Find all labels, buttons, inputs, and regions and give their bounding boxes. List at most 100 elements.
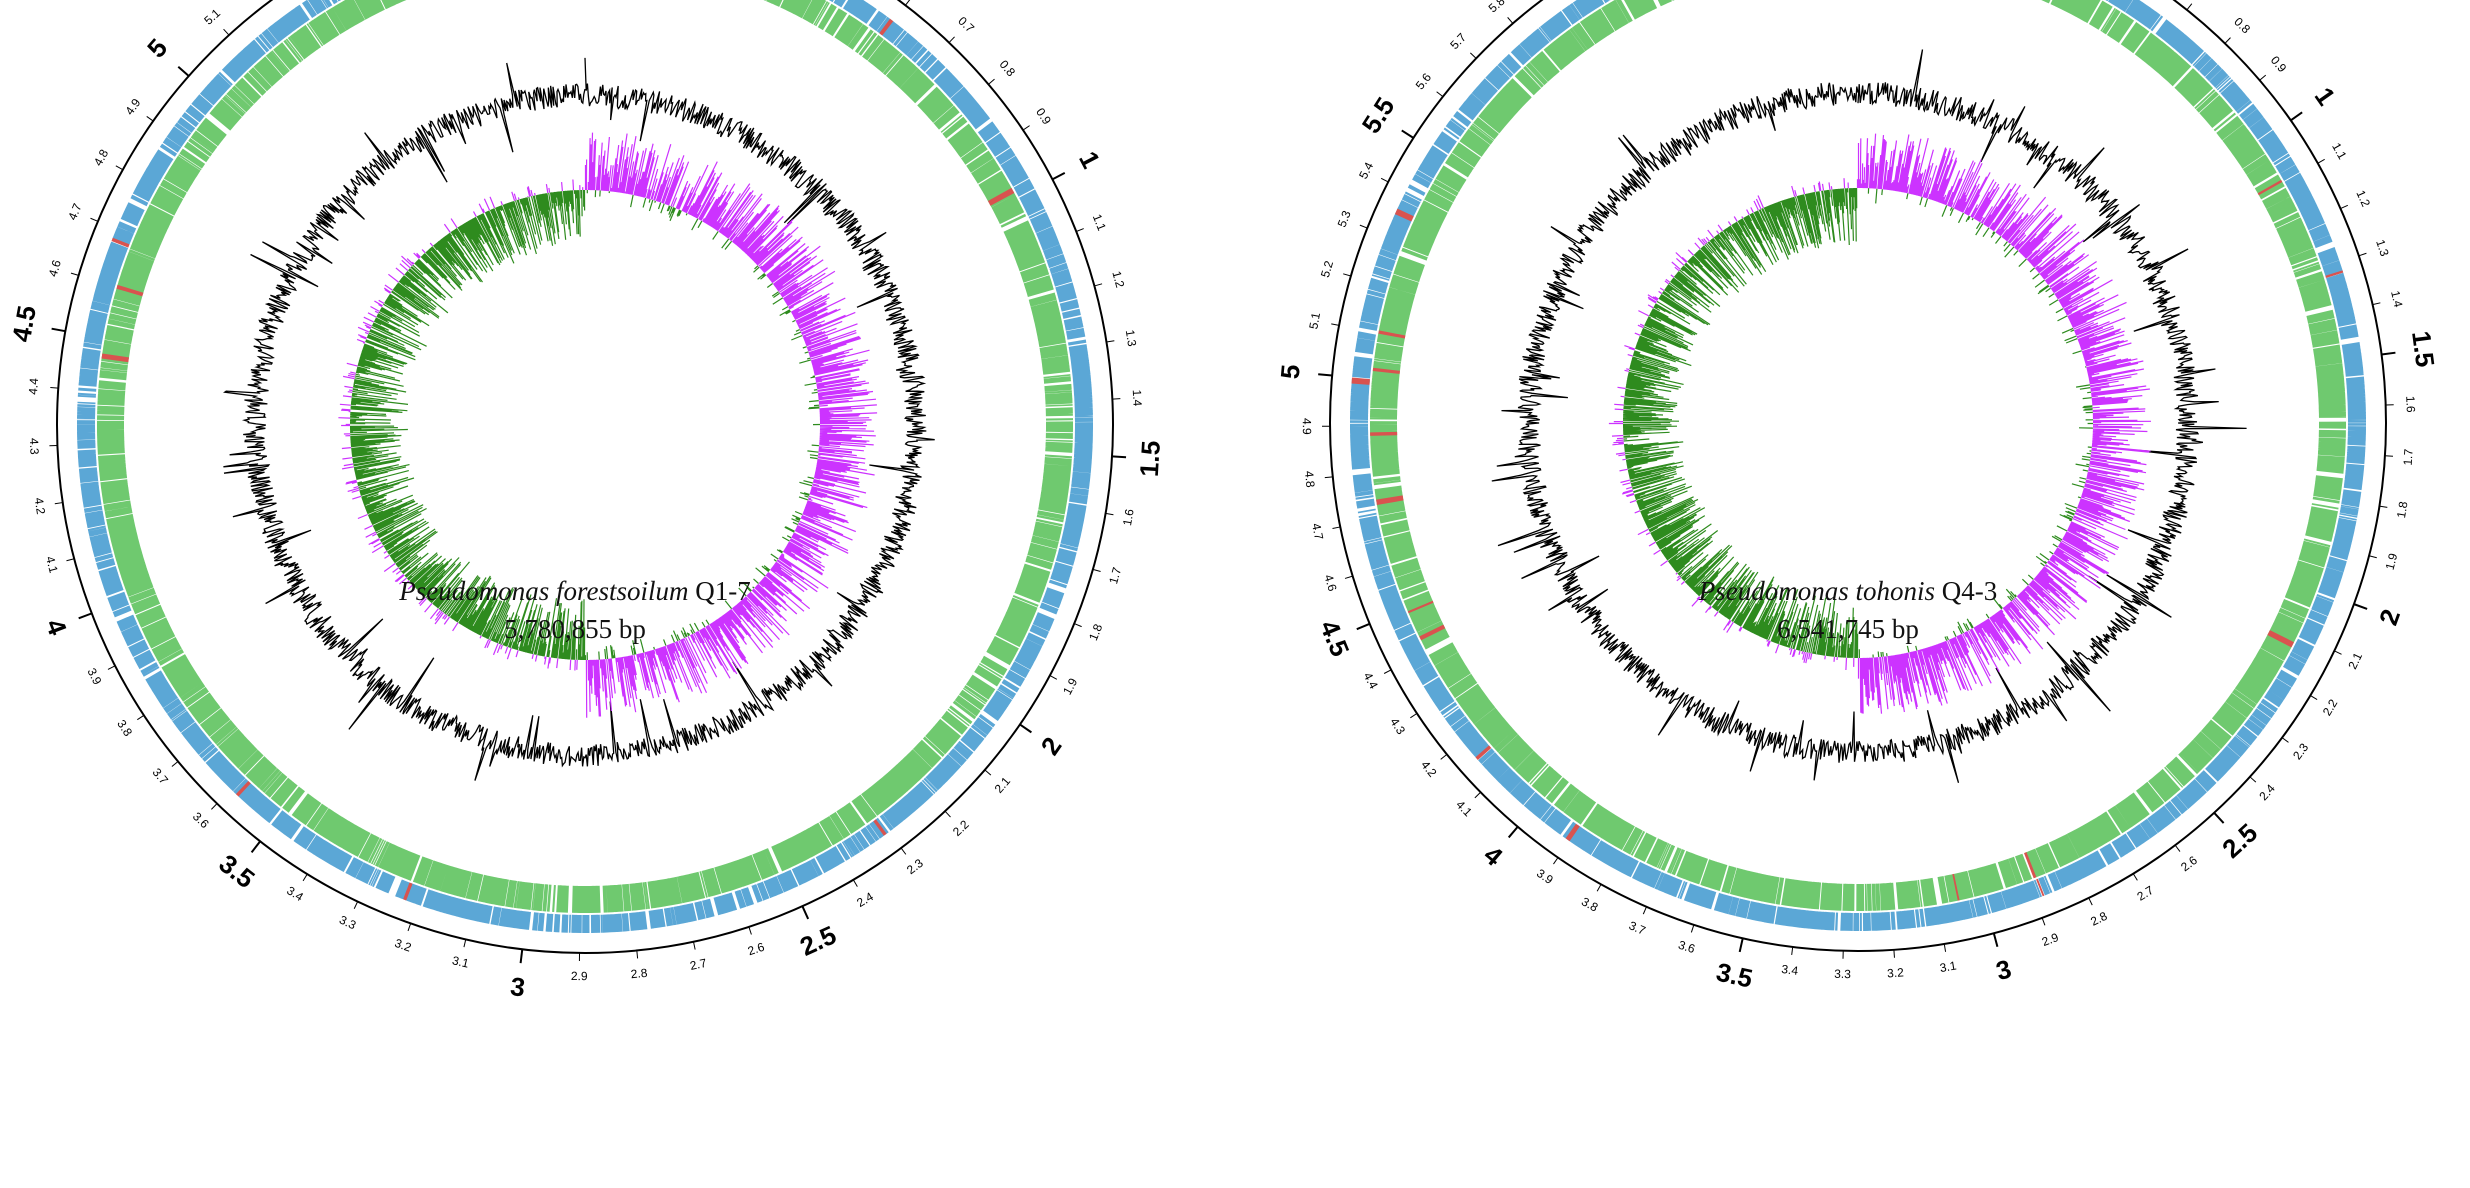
- minor-tick: [50, 387, 59, 389]
- minor-tick: [1074, 623, 1082, 628]
- minor-tick: [302, 873, 308, 882]
- minor-tick-label: 1.2: [1109, 270, 1127, 290]
- minor-tick: [2041, 917, 2046, 926]
- minor-tick-label: 3.1: [1939, 958, 1958, 975]
- minor-tick: [2379, 505, 2388, 508]
- minor-tick-label: 3.3: [1834, 967, 1851, 981]
- minor-tick: [463, 939, 467, 948]
- minor-tick-label: 4.7: [1309, 522, 1326, 541]
- minor-tick-label: 4.6: [46, 258, 64, 278]
- minor-tick-label: 1.9: [1060, 676, 1080, 698]
- minor-tick: [1359, 224, 1368, 229]
- minor-tick: [748, 926, 752, 935]
- minor-tick-label: 1.3: [1123, 329, 1139, 348]
- genome-title-right: Pseudomonas tohonis Q4-3: [1588, 572, 2108, 610]
- minor-tick: [905, 0, 911, 6]
- minor-tick-label: 2.8: [630, 966, 648, 982]
- minor-tick: [223, 28, 230, 36]
- major-tick-label: 2: [2373, 605, 2406, 629]
- minor-tick-label: 2.6: [2178, 853, 2200, 874]
- minor-tick-label: 2.1: [2345, 650, 2365, 671]
- minor-tick-label: 3.6: [190, 809, 212, 831]
- minor-tick-label: 2.1: [992, 774, 1014, 796]
- genome-map-left: 00.511.522.533.544.555.50.10.20.30.40.60…: [6, 0, 1166, 1003]
- major-tick: [1112, 455, 1127, 459]
- major-tick-label: 4.5: [1314, 616, 1355, 661]
- major-tick-label: 3: [509, 971, 527, 1003]
- minor-tick-label: 4.6: [1321, 573, 1339, 593]
- minor-tick: [948, 36, 955, 43]
- minor-tick-label: 3.8: [114, 717, 135, 739]
- minor-tick: [1332, 526, 1341, 530]
- minor-tick-label: 1.1: [2329, 140, 2350, 162]
- minor-tick: [1380, 177, 1389, 183]
- minor-tick-label: 3.3: [337, 913, 358, 933]
- gc-skew-negative-track: [1622, 187, 2094, 659]
- minor-tick-label: 2.4: [854, 889, 876, 910]
- minor-tick-label: 5.7: [1447, 30, 1469, 52]
- minor-tick: [988, 78, 995, 85]
- minor-tick: [70, 272, 79, 276]
- minor-tick-label: 1.7: [2401, 448, 2416, 466]
- genome-label-left: Pseudomonas forestsoilum Q1-7 5,780,855 …: [315, 572, 835, 648]
- minor-tick: [1943, 943, 1947, 952]
- minor-tick-label: 1.4: [2388, 289, 2405, 309]
- major-tick-label: 4: [40, 615, 73, 640]
- major-tick-label: 2: [1035, 731, 1068, 760]
- minor-tick-label: 2.2: [950, 817, 972, 839]
- minor-tick: [2174, 844, 2181, 852]
- minor-tick-label: 4.4: [26, 377, 41, 395]
- minor-tick: [2088, 897, 2093, 906]
- major-tick: [1051, 171, 1066, 181]
- minor-tick: [1596, 884, 1602, 892]
- minor-tick-label: 1.4: [1130, 389, 1145, 407]
- minor-tick: [984, 769, 992, 776]
- major-tick-label: 5: [141, 33, 173, 64]
- major-tick: [2290, 111, 2303, 122]
- major-tick-label: 4: [1478, 840, 1509, 873]
- minor-tick: [1893, 949, 1895, 958]
- minor-tick: [1440, 753, 1448, 760]
- major-tick-label: 4.5: [6, 303, 42, 344]
- species-name-right: Pseudomonas tohonis: [1698, 576, 1935, 606]
- major-tick: [1992, 932, 1999, 948]
- gc-skew-negative-track: [349, 189, 821, 661]
- major-tick: [801, 905, 810, 920]
- minor-tick-label: 4.1: [1453, 798, 1475, 820]
- minor-tick-label: 0.8: [997, 57, 1019, 79]
- minor-tick: [1383, 669, 1392, 674]
- gc-content-track: [223, 57, 935, 781]
- minor-tick-label: 3.6: [1677, 938, 1698, 957]
- minor-tick: [115, 165, 124, 171]
- major-tick-label: 2.5: [795, 920, 840, 962]
- genome-title-left: Pseudomonas forestsoilum Q1-7: [315, 572, 835, 610]
- backbone-circle: [56, 0, 1114, 954]
- minor-tick-label: 0.7: [955, 14, 977, 36]
- minor-tick-label: 3.4: [284, 883, 306, 904]
- genome-label-right: Pseudomonas tohonis Q4-3 6,541,745 bp: [1588, 572, 2108, 648]
- minor-tick-label: 1.1: [1090, 212, 1109, 233]
- minor-tick: [2259, 74, 2267, 81]
- minor-tick-label: 0.9: [2268, 53, 2290, 75]
- minor-tick: [2132, 873, 2138, 881]
- minor-tick: [2310, 695, 2318, 701]
- minor-tick-label: 2.2: [2320, 696, 2341, 718]
- gc-content-track: [1491, 49, 2247, 783]
- genome-size-right: 6,541,745 bp: [1777, 614, 1919, 644]
- major-tick: [78, 612, 93, 620]
- major-tick-label: 3.5: [1714, 957, 1756, 994]
- minor-tick: [1553, 857, 1559, 865]
- minor-tick-label: 4.8: [91, 147, 111, 169]
- cds-reverse-ring-rna: [1370, 179, 2294, 901]
- major-tick-label: 5.5: [1356, 92, 1401, 139]
- minor-tick-label: 1.3: [2373, 238, 2392, 259]
- minor-tick: [54, 502, 63, 505]
- minor-tick: [900, 847, 907, 855]
- gc-skew-positive-track: [1608, 133, 2152, 714]
- minor-tick-label: 1.7: [1106, 565, 1124, 585]
- minor-tick: [2340, 204, 2349, 210]
- major-tick: [1019, 723, 1032, 734]
- major-tick: [51, 327, 66, 333]
- minor-tick-label: 4.9: [1300, 418, 1314, 435]
